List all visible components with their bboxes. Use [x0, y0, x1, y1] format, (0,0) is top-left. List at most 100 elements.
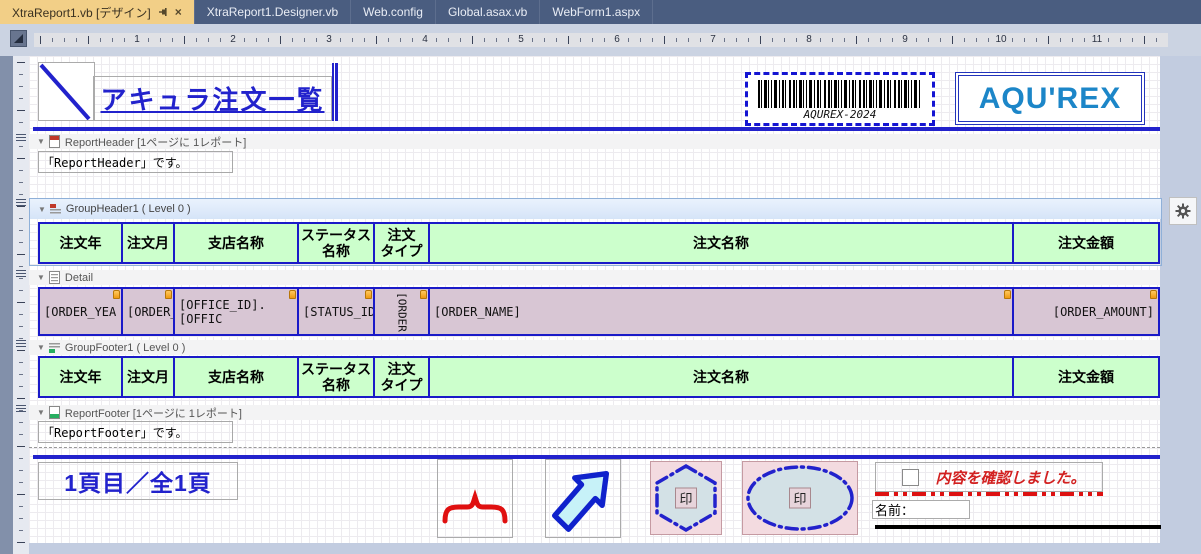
cell-text: 注文月 [127, 234, 169, 251]
pin-icon[interactable] [158, 7, 168, 17]
diagonal-line-control[interactable] [38, 62, 95, 121]
barcode-control[interactable]: AQUREX-2024 [745, 72, 935, 126]
group-header-band-icon [49, 203, 61, 213]
footer-cell-order-name[interactable]: 注文名称 [428, 356, 1014, 398]
cell-text: 注文年 [59, 368, 102, 385]
tab-xtrareport1-design[interactable]: XtraReport1.vb [デザイン] × [0, 0, 195, 24]
field-text: [ORDER_NAME] [434, 304, 521, 319]
group-footer-row: 注文年 注文月 支店名称 ステータス 名称 注文 タイプ 注文名称 注文金額 [38, 356, 1160, 398]
name-label[interactable]: 名前： [872, 500, 970, 519]
report-footer-label-text: 「ReportFooter」です。 [42, 425, 188, 440]
header-cell-order-month[interactable]: 注文月 [121, 222, 175, 264]
band-strip-detail[interactable]: ▼ Detail [29, 270, 1160, 285]
brace-shape-control[interactable] [437, 459, 513, 538]
band-collapse-arrow[interactable]: ▼ [38, 204, 46, 214]
band-edge-dashed-line [29, 447, 1160, 448]
band-splitter-mark[interactable] [16, 270, 26, 277]
ruler-number: 1 [131, 34, 143, 45]
field-text: [STATUS_ID [303, 304, 375, 319]
detail-band-icon [48, 271, 60, 284]
band-strip-group-header[interactable]: ▼ GroupHeader1 ( Level 0 ) [30, 199, 1161, 219]
band-splitter-mark[interactable] [16, 134, 26, 141]
footer-cell-order-month[interactable]: 注文月 [121, 356, 175, 398]
cell-text: タイプ [380, 243, 423, 259]
confirm-checkbox-control[interactable]: 内容を確認しました。 [875, 462, 1103, 492]
footer-separator-line[interactable] [33, 455, 1160, 459]
header-cell-order-type[interactable]: 注文 タイプ [373, 222, 430, 264]
header-cell-office-name[interactable]: 支店名称 [173, 222, 299, 264]
field-order-name[interactable]: [ORDER_NAME] [428, 287, 1014, 336]
report-title-label[interactable]: アキュラ注文一覧 [93, 76, 332, 121]
cell-text: ステータス [301, 226, 371, 243]
vertical-double-line-control[interactable] [332, 63, 338, 121]
ruler-number: 10 [995, 34, 1007, 45]
footer-cell-order-amount[interactable]: 注文金額 [1012, 356, 1160, 398]
ruler-number: 7 [707, 34, 719, 45]
group-header-row: 注文年 注文月 支店名称 ステータス 名称 注文 タイプ 注文名称 注文金額 [38, 222, 1160, 264]
band-label: ReportHeader [1ページに 1レポート] [64, 136, 247, 149]
checkbox[interactable] [902, 468, 919, 486]
band-splitter-mark[interactable] [16, 199, 26, 206]
band-collapse-arrow[interactable]: ▼ [37, 137, 45, 146]
band-label: GroupHeader1 ( Level 0 ) [65, 203, 191, 215]
header-cell-order-year[interactable]: 注文年 [38, 222, 123, 264]
brace-icon [442, 489, 508, 524]
vertical-ruler [13, 56, 29, 554]
tab-global-asax-vb[interactable]: Global.asax.vb [436, 0, 541, 24]
field-order-type[interactable]: [ORDER [373, 287, 430, 336]
logo-control[interactable]: AQU'REX [955, 72, 1145, 125]
cell-text: タイプ [380, 377, 423, 393]
red-dash-dot-line[interactable] [875, 492, 1103, 496]
footer-cell-status-name[interactable]: ステータス 名称 [297, 356, 375, 398]
band-strip-group-footer[interactable]: ▼ GroupFooter1 ( Level 0 ) [29, 340, 1160, 355]
tab-xtrareport1-designer-vb[interactable]: XtraReport1.Designer.vb [195, 0, 352, 24]
header-cell-order-name[interactable]: 注文名称 [428, 222, 1014, 264]
data-binding-icon [1150, 290, 1157, 299]
arrow-shape-control[interactable] [545, 459, 621, 538]
band-collapse-arrow[interactable]: ▼ [37, 273, 45, 282]
header-cell-status-name[interactable]: ステータス 名称 [297, 222, 375, 264]
cell-text: 支店名称 [208, 234, 264, 251]
report-selector-button[interactable] [10, 30, 27, 47]
field-order-amount[interactable]: [ORDER_AMOUNT] [1012, 287, 1160, 336]
ruler-number: 8 [803, 34, 815, 45]
gear-icon [1175, 203, 1191, 219]
stamp-seal-box: 印 [675, 487, 697, 509]
footer-cell-order-type[interactable]: 注文 タイプ [373, 356, 430, 398]
ellipse-stamp-control[interactable]: 印 [742, 461, 858, 535]
band-strip-report-header[interactable]: ▼ ReportHeader [1ページに 1レポート] [29, 134, 1160, 149]
footer-cell-office-name[interactable]: 支店名称 [173, 356, 299, 398]
band-strip-report-footer[interactable]: ▼ ReportFooter [1ページに 1レポート] [29, 405, 1160, 420]
report-footer-label[interactable]: 「ReportFooter」です。 [38, 421, 233, 443]
ruler-number: 11 [1091, 34, 1103, 45]
band-label: ReportFooter [1ページに 1レポート] [64, 407, 242, 420]
field-office-name[interactable]: [OFFICE_ID].[OFFIC [173, 287, 299, 336]
smart-tag-button[interactable] [1169, 197, 1197, 225]
tab-web-config[interactable]: Web.config [351, 0, 436, 24]
tab-label: WebForm1.aspx [552, 5, 641, 19]
page-info-label[interactable]: 1頁目／全1頁 [38, 462, 238, 500]
tab-label: XtraReport1.vb [デザイン] [12, 5, 151, 20]
field-order-year[interactable]: [ORDER_YEA [38, 287, 123, 336]
ruler-number: 4 [419, 34, 431, 45]
header-separator-line[interactable] [33, 127, 1160, 131]
field-status-id[interactable]: [STATUS_ID [297, 287, 375, 336]
cell-text: 注文年 [59, 234, 102, 251]
ruler-number: 6 [611, 34, 623, 45]
hexagon-stamp-control[interactable]: 印 [650, 461, 722, 535]
tab-webform1-aspx[interactable]: WebForm1.aspx [540, 0, 654, 24]
cell-text: 注文金額 [1058, 234, 1114, 251]
black-line-control[interactable] [875, 525, 1161, 529]
field-order-month[interactable]: [ORDER_ [121, 287, 175, 336]
report-header-label[interactable]: 「ReportHeader」です。 [38, 151, 233, 173]
band-collapse-arrow[interactable]: ▼ [37, 408, 45, 417]
band-splitter-mark[interactable] [16, 340, 26, 347]
data-binding-icon [1004, 290, 1011, 299]
horizontal-ruler: 1 2 3 4 5 6 7 8 9 10 11 [34, 33, 1168, 47]
footer-cell-order-year[interactable]: 注文年 [38, 356, 123, 398]
band-collapse-arrow[interactable]: ▼ [37, 343, 45, 352]
band-splitter-mark[interactable] [16, 405, 26, 412]
field-text: [OFFICE_ID].[OFFIC [179, 297, 266, 326]
header-cell-order-amount[interactable]: 注文金額 [1012, 222, 1160, 264]
close-icon[interactable]: × [174, 5, 182, 19]
